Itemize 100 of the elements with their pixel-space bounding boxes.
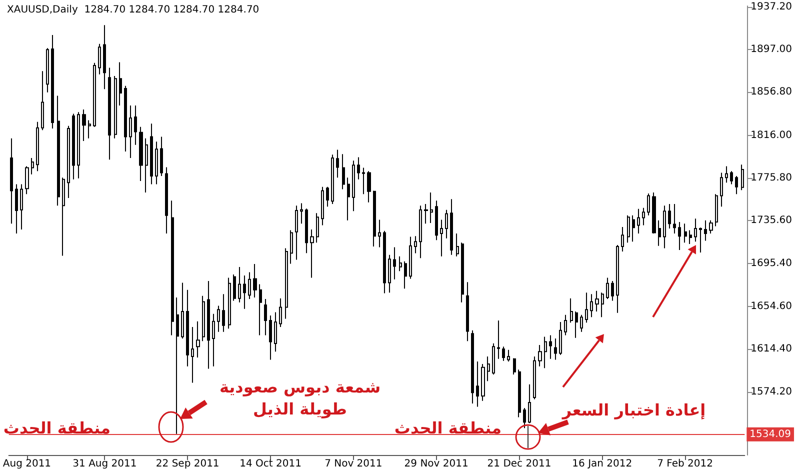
annotation: منطقة الحدث [394,418,502,438]
candlestick [445,209,448,239]
candlestick [611,280,614,302]
candlestick [399,256,402,272]
candlestick [108,67,111,160]
candlestick [119,62,122,106]
candlestick [72,113,75,180]
candlestick [124,85,127,152]
candlestick [279,298,282,328]
candlestick [652,192,656,234]
annotation: شمعة دبوس صعودية طويلة الذيل [219,378,381,418]
candlestick [77,112,80,179]
candlestick [259,284,262,336]
candlestick [155,141,158,185]
candlestick [528,384,531,424]
candlestick [233,274,236,302]
candlestick [57,95,60,206]
candlestick [114,75,117,139]
candlestick [419,205,422,259]
candlestick [461,242,464,303]
candlestick [424,203,428,224]
candlestick [471,330,474,404]
candlestick [694,218,697,242]
y-tick-label: 1897.00 [750,44,792,56]
candlestick [93,62,96,128]
candlestick [300,202,303,224]
candlestick [46,48,49,93]
ref-line-label: 1534.09 [750,428,792,440]
candlestick [730,170,733,185]
candlestick [51,34,54,129]
candlestick [533,356,536,400]
candlestick [575,311,578,338]
candlestick [450,198,453,256]
candlestick [36,121,39,172]
candlestick [481,364,485,402]
candlestick [207,280,210,370]
candlestick [305,208,308,254]
candlestick [554,338,557,360]
candlestick [326,186,329,208]
candlestick [347,177,350,221]
x-tick-label: Aug 2011 [2,458,52,470]
candlestick [735,176,738,195]
candlestick [476,360,479,408]
x-tick-label: 31 Aug 2011 [72,458,137,470]
candlestick [632,214,635,242]
candlestick [715,194,718,227]
x-tick-label: 22 Sep 2011 [156,458,220,470]
candlestick [217,305,220,332]
candlestick [134,105,137,146]
candlestick [456,233,459,257]
candlestick [627,214,630,244]
y-tick-label: 1614.40 [750,344,792,355]
annotation: منطقة الحدث [3,418,111,438]
candlestick [285,248,288,320]
candlestick [616,244,619,314]
candlestick [253,263,257,298]
y-tick-label: 1654.60 [750,301,792,312]
candlestick [25,166,29,195]
candlestick [103,24,106,90]
x-tick-label: 21 Dec 2011 [487,458,552,470]
candlestick [388,254,391,294]
candlestick [409,236,412,280]
y-tick-label: 1937.20 [750,1,792,12]
candlestick [720,172,723,208]
y-tick-label: 1695.40 [750,258,792,269]
candlestick [487,356,490,382]
candlestick [160,136,163,177]
candlestick [404,260,407,290]
candlestick [580,314,583,332]
candlestick [595,290,599,312]
candlestick [606,277,609,300]
candlestick [647,192,650,216]
candlestick [321,186,324,226]
candlestick [502,346,505,362]
candlestick [222,294,225,332]
y-tick-label: 1856.80 [750,86,792,98]
candlestick [435,200,438,241]
candlestick [274,312,277,352]
candlestick [704,220,707,242]
candlestick [492,342,495,376]
candlestick [295,205,298,260]
y-tick-label: 1574.20 [750,386,792,398]
candlestick [150,123,153,185]
candlestick [378,219,381,248]
candlestick [331,154,334,204]
candlestick [601,292,604,318]
candlestick [689,230,692,245]
candlestick [497,320,500,360]
candlestick [559,322,562,356]
candlestick [290,230,293,264]
candlestick [352,160,355,212]
candlestick [513,358,516,376]
candlestick [181,282,184,339]
y-tick-label: 1735.60 [750,215,792,226]
candlestick [41,70,44,131]
candlestick [699,227,702,253]
candlestick [549,334,552,360]
candlestick [637,208,640,234]
candlestick [171,200,174,336]
x-tick-label: 7 Feb 2012 [657,458,713,470]
